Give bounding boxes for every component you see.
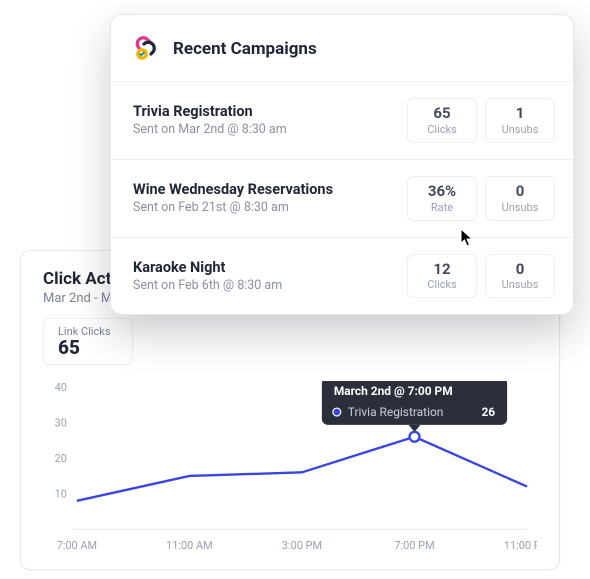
link-chain-icon [133,33,161,65]
svg-text:3:00 PM: 3:00 PM [282,539,322,552]
campaign-row[interactable]: Karaoke Night Sent on Feb 6th @ 8:30 am 12… [111,237,573,315]
campaign-stat-1[interactable]: 36%Rate [407,176,477,221]
campaign-sent-at: Sent on Mar 2nd @ 8:30 am [133,122,399,137]
click-activity-chart: 10 20 30 40 7:00 AM 11:00 AM 3:00 PM 7:00 PM 11:… [43,381,537,557]
campaign-stat-1[interactable]: 65Clicks [407,98,477,143]
svg-text:10: 10 [55,488,67,501]
svg-text:26: 26 [481,405,495,419]
stat-value: 65 [408,106,476,122]
svg-text:40: 40 [55,381,67,394]
svg-text:March 2nd @ 7:00 PM: March 2nd @ 7:00 PM [334,384,453,398]
campaign-sent-at: Sent on Feb 21st @ 8:30 am [133,200,399,215]
stat-value: 0 [486,262,554,278]
svg-text:20: 20 [55,452,67,465]
svg-text:7:00 PM: 7:00 PM [394,539,434,552]
recent-campaigns-card: Recent Campaigns Trivia Registration Sent… [110,14,574,315]
stat-value: 12 [408,262,476,278]
svg-text:30: 30 [55,417,67,430]
campaign-row[interactable]: Wine Wednesday Reservations Sent on Feb 2… [111,159,573,237]
svg-text:7:00 AM: 7:00 AM [57,539,98,552]
campaign-stat-2[interactable]: 1Unsubs [485,98,555,143]
svg-text:11:00 AM: 11:00 AM [166,539,213,552]
campaign-title: Wine Wednesday Reservations [133,181,399,198]
stat-value: 0 [486,184,554,200]
campaign-title: Trivia Registration [133,103,399,120]
svg-text:Trivia Registration: Trivia Registration [348,405,444,419]
stat-label: Rate [408,201,476,214]
campaign-info: Trivia Registration Sent on Mar 2nd @ 8:3… [133,103,399,137]
campaign-stat-2[interactable]: 0Unsubs [485,254,555,299]
campaign-info: Wine Wednesday Reservations Sent on Feb 2… [133,181,399,215]
stat-label: Unsubs [486,123,554,136]
stat-value: 1 [486,106,554,122]
link-clicks-value: 65 [58,338,118,358]
stat-label: Clicks [408,278,476,291]
campaign-info: Karaoke Night Sent on Feb 6th @ 8:30 am [133,259,399,293]
recent-campaigns-title: Recent Campaigns [173,39,317,59]
campaign-stat-1[interactable]: 12Clicks [407,254,477,299]
stat-label: Clicks [408,123,476,136]
campaign-row[interactable]: Trivia Registration Sent on Mar 2nd @ 8:3… [111,81,573,159]
campaign-stat-2[interactable]: 0Unsubs [485,176,555,221]
stat-label: Unsubs [486,278,554,291]
campaign-title: Karaoke Night [133,259,399,276]
stat-label: Unsubs [486,201,554,214]
recent-campaigns-header: Recent Campaigns [111,15,573,81]
campaign-sent-at: Sent on Feb 6th @ 8:30 am [133,278,399,293]
link-clicks-stat[interactable]: Link Clicks 65 [43,318,133,365]
svg-text:11:00 PM: 11:00 PM [504,539,537,552]
stat-value: 36% [408,184,476,200]
